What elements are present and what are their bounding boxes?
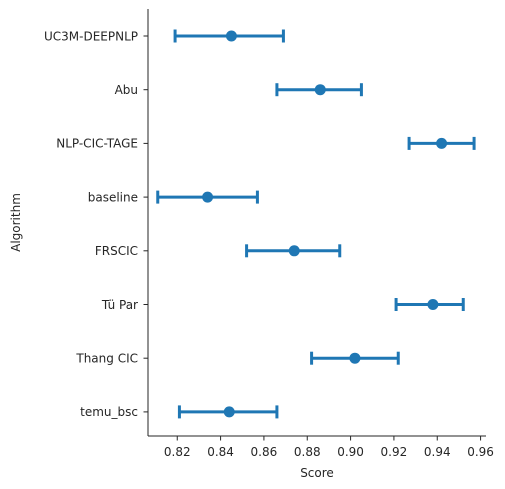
y-axis-label: Algorithm	[9, 193, 23, 252]
x-ticks: 0.82 0.84 0.86 0.88 0.90 0.92 0.94 0.96	[164, 436, 494, 459]
x-tick-label: 0.92	[381, 445, 408, 459]
y-tick-label: Abu	[115, 83, 138, 97]
y-tick-label: FRSCIC	[95, 244, 138, 258]
data-point	[436, 137, 448, 149]
y-tick-label: NLP-CIC-TAGE	[56, 137, 138, 151]
data-point	[314, 84, 326, 96]
error-bar-group	[177, 405, 279, 419]
error-bar-group	[173, 29, 285, 43]
x-tick-label: 0.86	[251, 445, 278, 459]
data-point	[349, 352, 361, 364]
data-point	[288, 245, 300, 257]
y-tick-label: UC3M-DEEPNLP	[44, 29, 138, 43]
y-tick-label: baseline	[88, 190, 138, 204]
x-tick-label: 0.82	[164, 445, 191, 459]
x-tick-label: 0.94	[424, 445, 451, 459]
x-axis-label: Score	[300, 466, 334, 480]
x-tick-label: 0.96	[467, 445, 494, 459]
error-bar-group	[156, 190, 259, 204]
data-point	[202, 191, 214, 203]
error-bar-group	[407, 136, 476, 150]
y-tick-label: Thang CIC	[75, 352, 138, 366]
error-bar-group	[275, 83, 363, 97]
error-bar-group	[394, 298, 465, 311]
plot-marks	[156, 29, 476, 419]
data-point	[427, 299, 439, 310]
error-bar-group	[245, 244, 342, 258]
x-tick-label: 0.90	[337, 445, 364, 459]
x-tick-label: 0.84	[207, 445, 234, 459]
data-point	[225, 30, 237, 42]
x-tick-label: 0.88	[294, 445, 321, 459]
error-bar-group	[310, 351, 400, 365]
axes	[147, 9, 486, 437]
y-tick-label: temu_bsc	[80, 405, 138, 419]
y-ticks: UC3M-DEEPNLP Abu NLP-CIC-TAGE baseline FRSCI…	[44, 29, 148, 419]
y-tick-label: Tü Par	[101, 298, 138, 312]
data-point	[223, 406, 235, 418]
